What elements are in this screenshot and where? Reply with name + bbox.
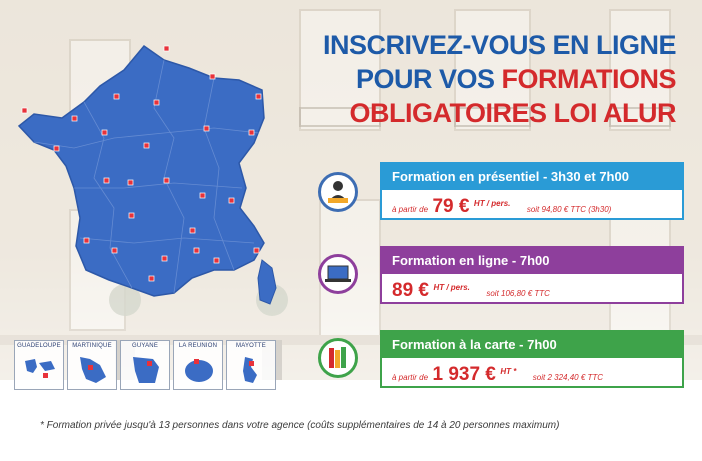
price-unit: HT / pers.	[473, 199, 511, 208]
corsica-shape	[257, 259, 277, 305]
price-amount: 89 €	[392, 280, 429, 301]
offer-price: 89 € HT / pers. soit 106,80 € TTC	[382, 274, 682, 302]
mayotte-shape-icon	[243, 357, 257, 383]
price-unit: HT *	[500, 367, 517, 376]
price-ttc: soit 106,80 € TTC	[486, 289, 550, 298]
offer-en-ligne[interactable]: Formation en ligne - 7h00 89 € HT / pers…	[380, 246, 684, 304]
footer-background	[0, 380, 702, 461]
footnote: * Formation privée jusqu'à 13 personnes …	[40, 420, 560, 431]
price-amount: 1 937 €	[432, 364, 496, 385]
guadeloupe-shape-icon	[25, 359, 55, 378]
france-mainland-shape	[17, 44, 265, 297]
offer-price: à partir de 1 937 € HT * soit 2 324,40 €…	[382, 358, 682, 386]
guyane-shape-icon	[133, 357, 159, 383]
price-unit: HT / pers.	[433, 283, 470, 292]
price-ttc: soit 2 324,40 € TTC	[532, 373, 604, 382]
price-prefix: à partir de	[392, 205, 429, 214]
martinique-shape-icon	[80, 357, 106, 383]
territory-label: MAYOTTE	[236, 343, 266, 349]
offer-title: Formation à la carte - 7h00	[382, 332, 682, 358]
france-map	[17, 44, 277, 305]
presenter-icon	[318, 172, 358, 212]
price-ttc: soit 94,80 € TTC (3h30)	[526, 205, 612, 214]
books-icon	[318, 338, 358, 378]
heading-line-3: OBLIGATOIRES LOI ALUR	[349, 98, 677, 128]
territory-guadeloupe: GUADELOUPE	[14, 340, 64, 390]
la-reunion-shape-icon	[185, 359, 213, 382]
offer-price: à partir de 79 € HT / pers. soit 94,80 €…	[382, 190, 682, 218]
territory-guyane: GUYANE	[120, 340, 170, 390]
territory-mayotte: MAYOTTE	[226, 340, 276, 390]
territory-label: MARTINIQUE	[72, 343, 112, 349]
territory-label: GUYANE	[131, 343, 159, 349]
territory-label: LA REUNION	[178, 343, 218, 349]
heading-highlight: FORMATIONS	[501, 64, 677, 94]
offer-title: Formation en présentiel - 3h30 et 7h00	[382, 164, 682, 190]
offer-a-la-carte[interactable]: Formation à la carte - 7h00 à partir de …	[380, 330, 684, 388]
heading-line-2-prefix: POUR VOS	[355, 64, 502, 94]
price-prefix: à partir de	[392, 373, 429, 382]
heading-line-2: POUR VOS FORMATIONS	[355, 64, 677, 95]
territory-la-reunion: LA REUNION	[173, 340, 223, 390]
price-amount: 79 €	[432, 196, 470, 217]
territory-label: GUADELOUPE	[17, 343, 61, 349]
offer-presentiel[interactable]: Formation en présentiel - 3h30 et 7h00 à…	[380, 162, 684, 220]
offer-title: Formation en ligne - 7h00	[382, 248, 682, 274]
territory-martinique: MARTINIQUE	[67, 340, 117, 390]
heading-line-1: INSCRIVEZ-VOUS EN LIGNE	[322, 30, 677, 60]
laptop-icon	[318, 254, 358, 294]
